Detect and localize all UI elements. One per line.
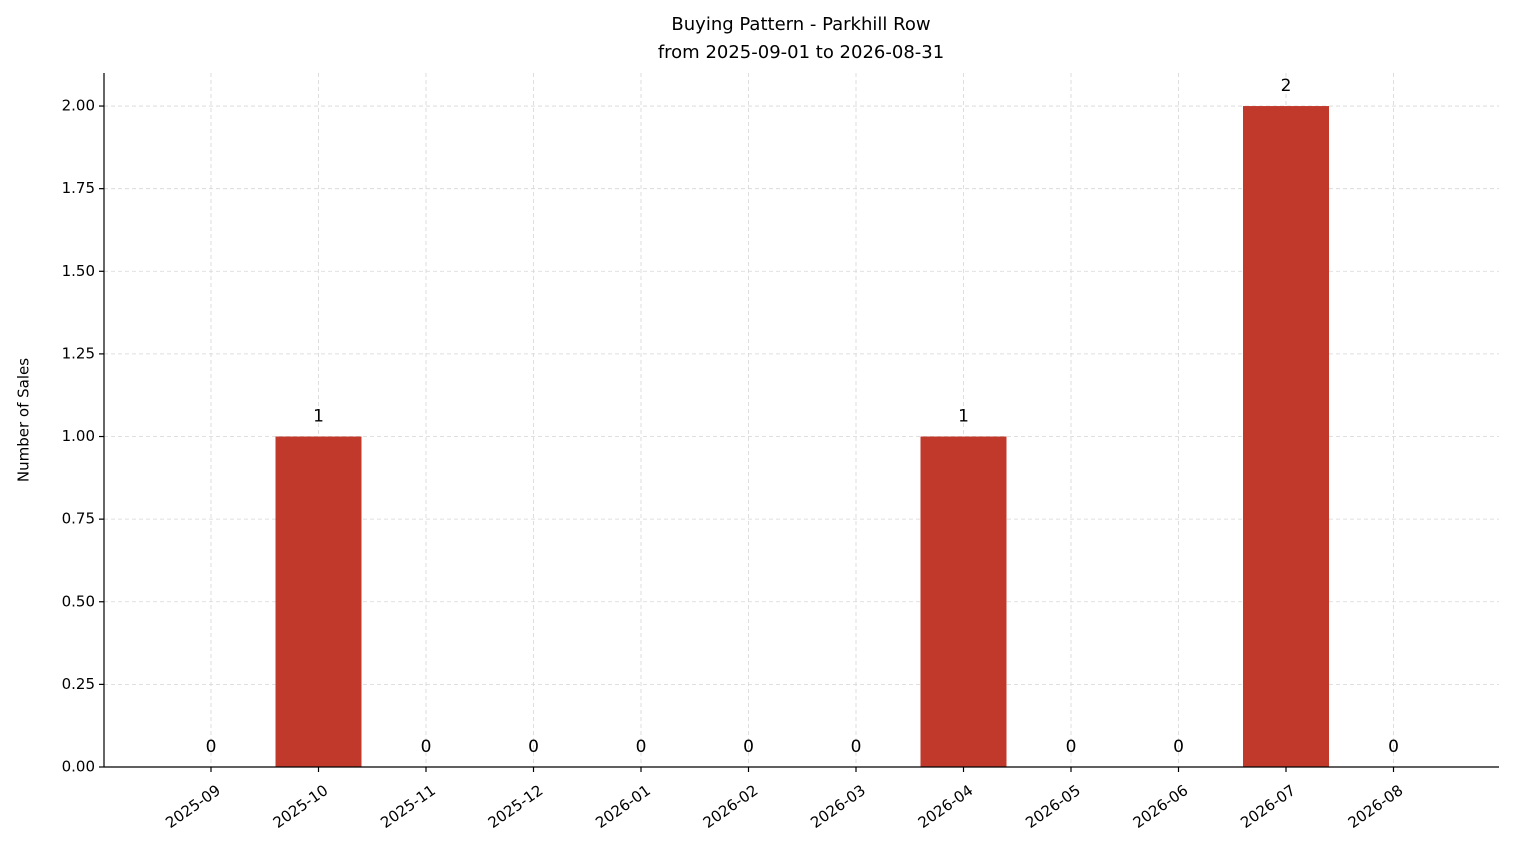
x-tick-label: 2025-09: [162, 781, 224, 832]
x-tick-label: 2025-10: [270, 781, 332, 832]
x-tick-label: 2026-01: [592, 781, 654, 832]
y-tick-label: 1.50: [62, 262, 95, 280]
x-tick-label: 2026-07: [1237, 781, 1299, 832]
y-tick-label: 1.25: [62, 344, 95, 362]
bar: [275, 436, 362, 767]
bar: [1243, 106, 1329, 768]
x-tick-label: 2026-03: [807, 781, 869, 832]
y-tick-label: 1.00: [62, 427, 95, 445]
value-label: 1: [313, 407, 324, 427]
chart-subtitle: from 2025-09-01 to 2026-08-31: [658, 42, 944, 63]
x-tick-label: 2026-05: [1022, 781, 1084, 832]
y-tick-label: 1.75: [62, 179, 95, 197]
y-axis-label: Number of Sales: [15, 358, 33, 482]
value-label: 0: [1173, 737, 1184, 757]
chart-title: Buying Pattern - Parkhill Row: [671, 14, 930, 35]
value-label: 0: [1066, 737, 1077, 757]
x-tick-label: 2025-11: [377, 781, 439, 832]
bar: [920, 436, 1007, 767]
value-label: 2: [1281, 76, 1292, 96]
y-tick-label: 0.75: [62, 510, 95, 528]
value-label: 0: [421, 737, 432, 757]
y-tick-label: 2.00: [62, 97, 95, 115]
x-tick-label: 2026-04: [915, 781, 977, 832]
y-tick-label: 0.00: [62, 758, 95, 776]
value-label: 0: [743, 737, 754, 757]
value-label: 0: [851, 737, 862, 757]
value-label: 0: [206, 737, 217, 757]
value-label: 0: [1388, 737, 1399, 757]
value-label: 0: [636, 737, 647, 757]
y-tick-label: 0.25: [62, 675, 95, 693]
x-tick-label: 2026-08: [1345, 781, 1407, 832]
value-label: 0: [528, 737, 539, 757]
y-tick-label: 0.50: [62, 592, 95, 610]
value-label: 1: [958, 407, 969, 427]
x-tick-label: 2025-12: [485, 781, 547, 832]
x-tick-label: 2026-02: [700, 781, 762, 832]
x-tick-label: 2026-06: [1130, 781, 1192, 832]
